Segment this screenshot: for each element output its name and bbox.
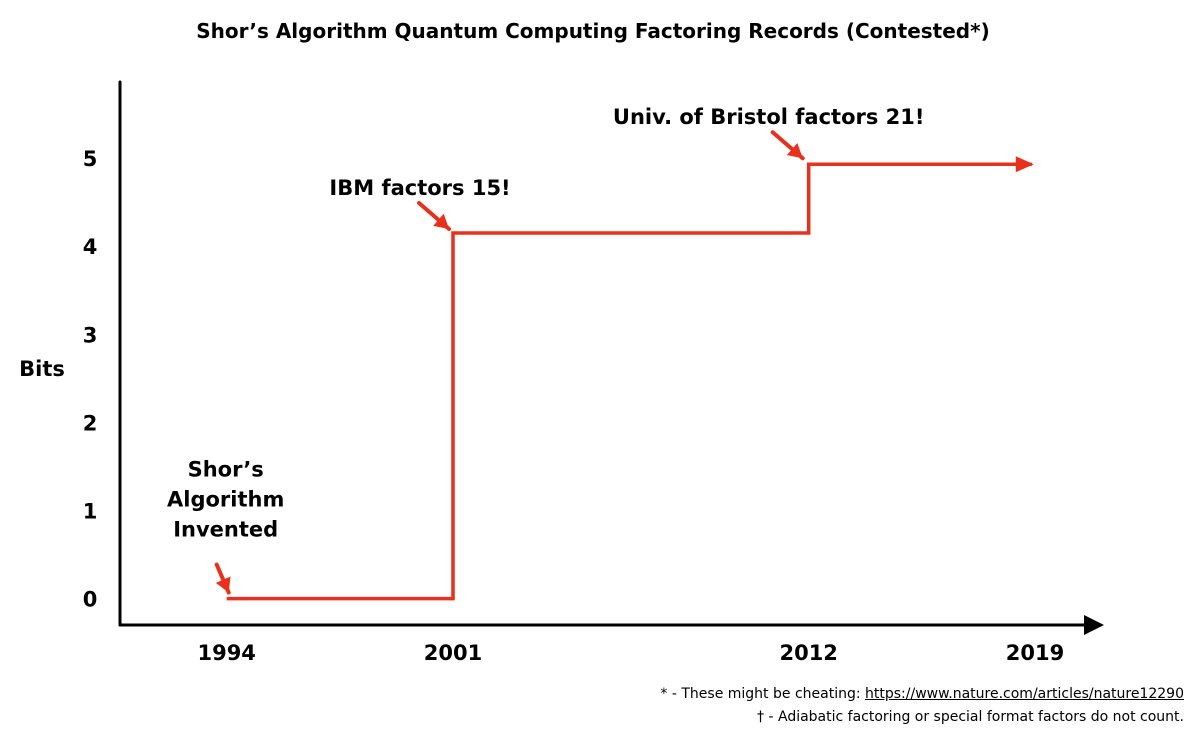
annotation-text: Invented [173, 518, 278, 542]
x-tick-label: 2019 [1006, 641, 1064, 665]
footnote-adiabatic: † - Adiabatic factoring or special forma… [757, 709, 1184, 725]
annotation-text: Shor’s [188, 458, 264, 482]
annotation-text: IBM factors 15! [329, 176, 510, 200]
y-tick-label: 3 [83, 323, 98, 347]
series-group [226, 156, 1034, 601]
series-end-arrowhead [1015, 156, 1034, 173]
annotation-pointer-head [433, 213, 450, 229]
y-tick-label: 4 [83, 235, 98, 259]
annotation-text: Univ. of Bristol factors 21! [613, 105, 925, 129]
x-tick-label: 1994 [197, 641, 255, 665]
annotations: Shor’s Algorithm Invented IBM factors 15! Un… [167, 105, 925, 595]
y-axis-label: Bits [19, 357, 65, 381]
x-tick-label: 2012 [779, 641, 837, 665]
chart-title: Shor’s Algorithm Quantum Computing Facto… [196, 19, 989, 43]
footnote-cheating-text: * - These might be cheating: [660, 686, 866, 702]
footnote-cheating: * - These might be cheating: https://www… [660, 686, 1184, 702]
y-tick-label: 0 [83, 588, 98, 612]
x-tick-label: 2001 [424, 641, 482, 665]
annotation-pointer-head [786, 143, 803, 159]
annotation-text: Algorithm [167, 488, 284, 512]
axes [118, 80, 1104, 635]
y-tick-label: 1 [83, 499, 98, 523]
y-tick-label: 5 [83, 147, 98, 171]
tick-labels: 0 1 2 3 4 5 1994 2001 2012 2019 [83, 147, 1065, 665]
series-line [226, 162, 1032, 601]
y-tick-label: 2 [83, 411, 98, 435]
nature-article-link[interactable]: https://www.nature.com/articles/nature12… [865, 686, 1184, 702]
x-axis-arrowhead [1084, 615, 1104, 635]
annotation-pointer-head [215, 576, 231, 593]
